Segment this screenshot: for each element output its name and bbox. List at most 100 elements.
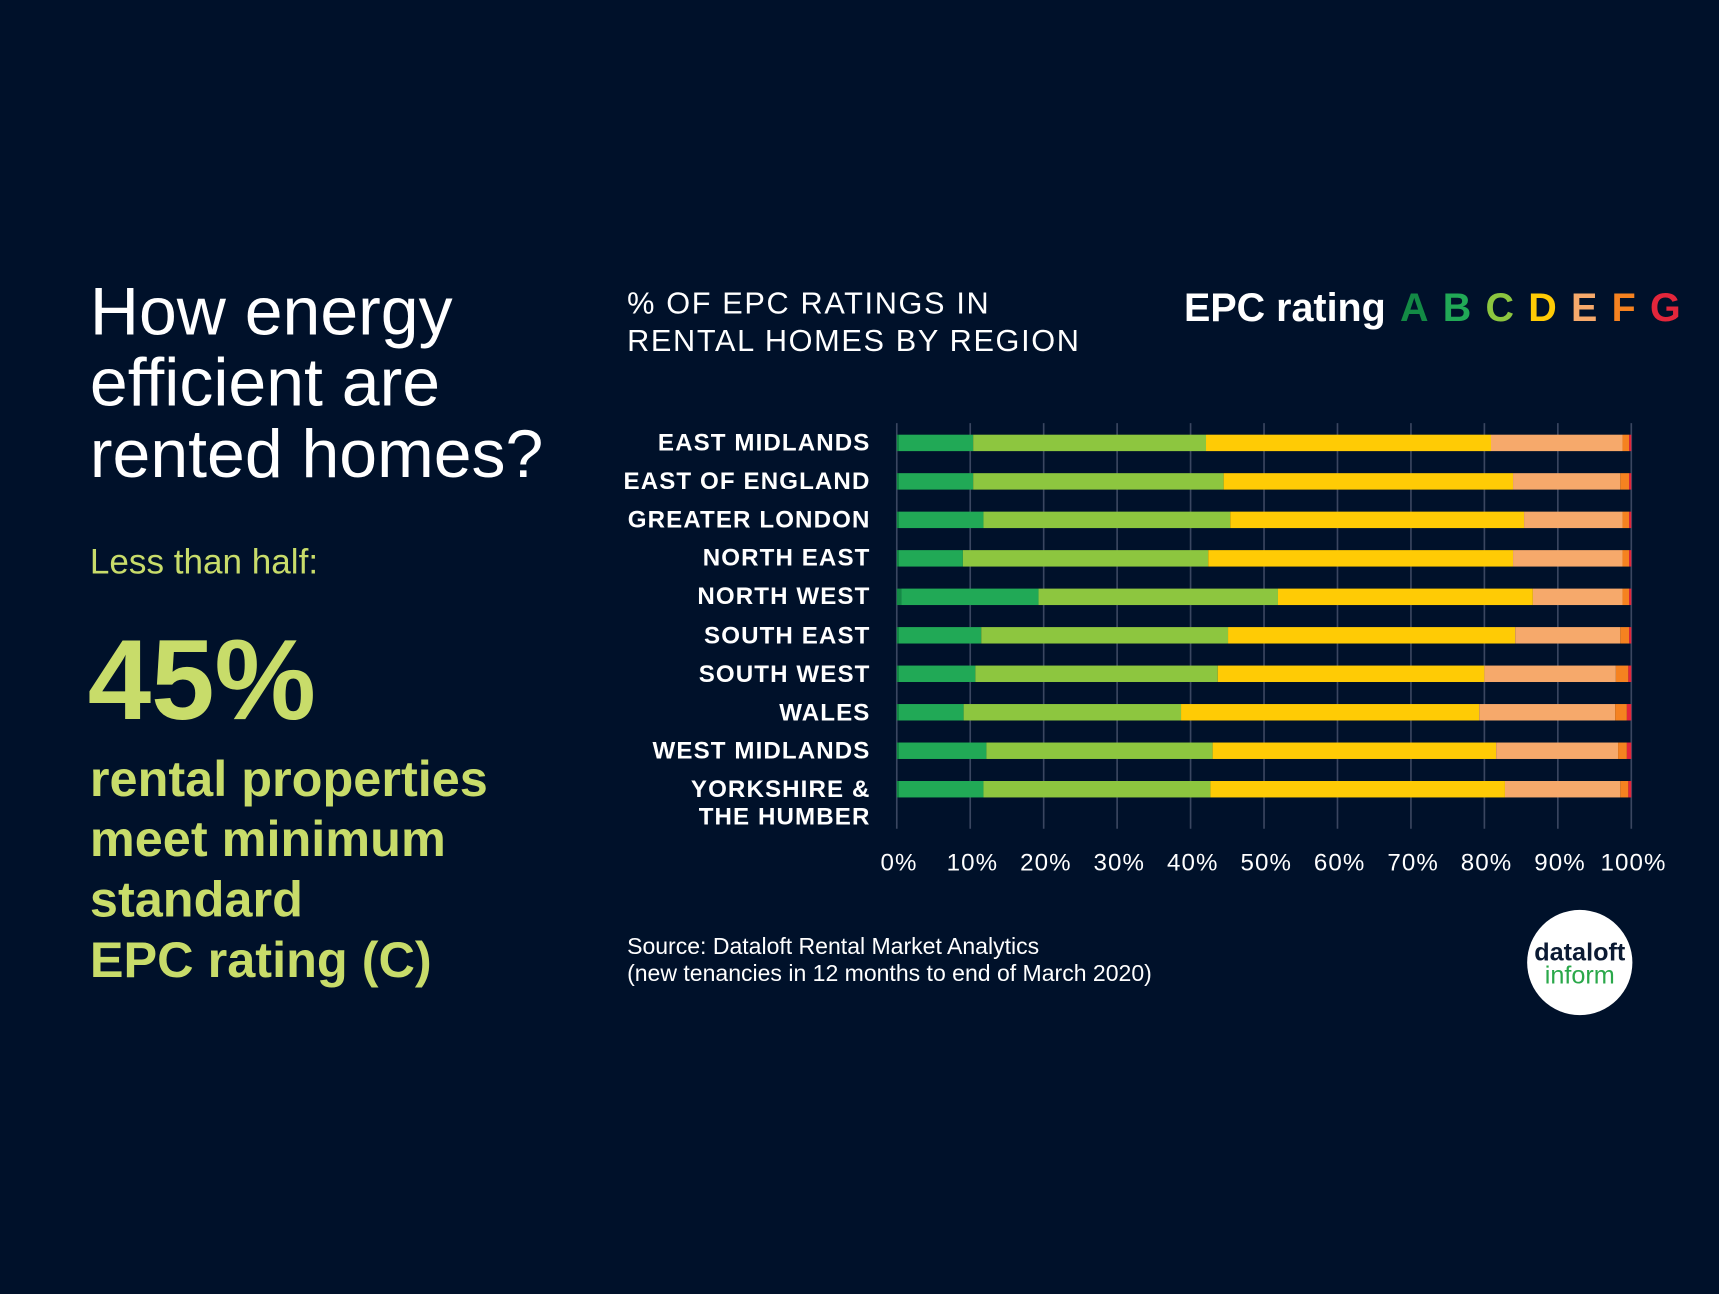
legend-entry: A [1400,285,1429,330]
subtitle: Less than half: [89,541,319,582]
bar-segment [896,511,899,529]
bar-segment [898,781,984,798]
bar-segment [1629,588,1632,606]
x-tick-label: 60% [1314,849,1366,876]
bar-segment [983,511,1231,529]
logo-badge [1527,909,1633,1016]
bar-segment [973,434,1207,452]
bar-segment [986,742,1213,759]
x-tick-label: 100% [1600,849,1666,876]
bar-segment [898,665,976,683]
category-label: NORTH EAST [702,544,871,572]
bar-segment [1620,473,1630,490]
bar-segment [1629,550,1632,567]
bar-segment [1532,588,1623,606]
bar-segment [1038,588,1278,606]
bar-segment [1622,550,1630,567]
bar-segment [1629,511,1632,529]
chart-title: % OF EPC RATINGS IN RENTAL HOMES BY REGI… [627,286,1081,358]
bar-segment [963,704,1182,721]
bar-segment [1622,588,1630,606]
bar-segment [1210,781,1505,798]
bar-segment [962,550,1209,567]
bar-segment [1277,588,1533,606]
bar-segment [1622,511,1630,529]
source-note: Source: Dataloft Rental Market Analytics… [627,934,1152,987]
legend-entry: E [1571,285,1598,330]
x-tick-label: 10% [947,849,999,876]
x-tick-label: 20% [1020,849,1072,876]
bar-segment [1217,665,1485,683]
bar-segment [898,511,984,529]
legend-entry: D [1528,285,1557,330]
x-tick-label: 90% [1534,849,1586,876]
bar-segment [896,781,899,798]
bar-segment [896,550,899,567]
bar-segment [1515,627,1621,644]
bar-segment [1618,742,1627,759]
bar-segment [1513,550,1623,567]
legend-entry: C [1485,285,1515,330]
bar-segment [1628,781,1632,798]
bar-segment [1230,511,1525,529]
bar-segment [1491,434,1623,452]
bar-segment [975,665,1218,683]
x-tick-label: 40% [1167,849,1219,876]
bar-segment [1206,434,1492,452]
bar-segment [1496,742,1619,759]
bar-segment [1181,704,1480,721]
bar-segment [896,704,899,721]
legend-entry: B [1442,285,1472,330]
x-tick-label: 80% [1461,849,1513,876]
x-tick-label: 50% [1240,849,1292,876]
bar-segment [1620,781,1629,798]
bar-segment [1223,473,1514,490]
x-tick-label: 70% [1387,849,1439,876]
bar-segment [1513,473,1621,490]
bar-segment [898,627,982,644]
category-label: EAST MIDLANDS [657,428,871,457]
legend-entry: G [1649,285,1681,330]
headline: How energy efficient are rented homes? [89,274,544,493]
bar-segment [896,434,899,452]
category-label: YORKSHIRE & THE HUMBER [690,774,871,830]
x-tick-label: 30% [1094,849,1146,876]
bar-segment [1615,665,1629,683]
category-label: WALES [779,698,871,726]
category-label: WEST MIDLANDS [652,736,871,764]
key-stat: 45% [87,617,316,745]
logo-bottom: inform [1545,961,1615,989]
bar-segment [1479,704,1616,721]
category-label: EAST OF ENGLAND [623,467,871,495]
bar-segment [1524,511,1623,529]
bar-segment [1629,473,1632,490]
bar-segment [896,588,902,606]
bar-segment [1628,665,1632,683]
bar-segment [898,473,974,490]
bar-segment [973,473,1224,490]
legend-title: EPC rating [1184,285,1386,330]
bar-segment [1622,434,1630,452]
bar-segment [983,781,1211,798]
category-label: GREATER LONDON [627,505,871,534]
bar-segment [1626,742,1632,759]
category-label: SOUTH WEST [698,659,871,687]
bar-segment [901,588,1039,606]
bar-segment [898,742,987,759]
bar-segment [981,627,1229,644]
bar-segment [1620,627,1630,644]
category-label: SOUTH EAST [704,621,871,649]
bar-segment [1208,550,1514,567]
bar-segment [1484,665,1616,683]
bar-segment [1626,704,1632,721]
category-label: NORTH WEST [697,582,871,610]
bar-segment [898,550,963,567]
bar-segment [896,742,899,759]
logo-top: dataloft [1534,938,1626,966]
bar-segment [1615,704,1627,721]
bar-segment [898,704,964,721]
bar-segment [1212,742,1497,759]
bar-segment [1504,781,1621,798]
